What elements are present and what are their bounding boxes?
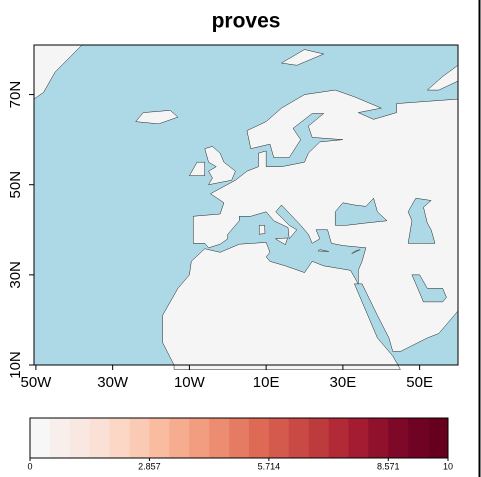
y-tick-label: 10N [7, 351, 24, 379]
sardinia [258, 225, 266, 235]
persian-gulf [411, 274, 447, 303]
britain [204, 146, 236, 186]
y-tick-label: 50N [7, 171, 24, 199]
colorbar-frame [29, 417, 449, 459]
colorbar-bin [368, 418, 389, 458]
sicily [274, 237, 288, 246]
x-tick-label: 50E [406, 374, 433, 391]
x-tick-label: 50W [20, 374, 52, 391]
x-tick-label: 30W [97, 374, 129, 391]
black-sea [334, 197, 388, 226]
map-frame [33, 44, 459, 366]
colorbar-bin [109, 418, 130, 458]
y-tick-label: 70N [7, 81, 24, 109]
colorbar-bin [388, 418, 409, 458]
cyprus [351, 249, 361, 254]
colorbar-bin [149, 418, 170, 458]
x-tick-label: 30E [330, 374, 357, 391]
colorbar-bin [69, 418, 91, 458]
x-tick-label: 10W [174, 374, 206, 391]
colorbar-bin [49, 418, 71, 458]
colorbar-bin [30, 418, 51, 458]
colorbar-bin [308, 418, 329, 458]
caspian-sea [407, 197, 436, 244]
colorbar-bin [89, 418, 110, 458]
colorbar-bin [209, 418, 230, 458]
svalbard [280, 49, 325, 66]
africa [162, 242, 401, 370]
colorbar-bin [428, 418, 449, 458]
crete [317, 249, 329, 252]
colorbar-bin [288, 418, 309, 458]
colorbar-bin [408, 418, 429, 458]
colorbar-bin [229, 418, 250, 458]
colorbar-bin [189, 418, 210, 458]
colorbar-bin [169, 418, 190, 458]
colorbar-bin [248, 418, 270, 458]
iceland [135, 110, 179, 125]
map-title: proves [212, 10, 281, 33]
colorbar-bin [328, 418, 349, 458]
x-tick-label: 10E [253, 374, 280, 391]
colorbar-tick-label: 0 [27, 461, 32, 471]
colorbar-bin [348, 418, 369, 458]
colorbar-bin [268, 418, 290, 458]
y-tick-label: 30N [7, 261, 24, 289]
colorbar-bin [129, 418, 150, 458]
colorbar-tick-label: 2.857 [138, 461, 161, 471]
colorbar-tick-label: 8.571 [377, 461, 400, 471]
colorbar-tick-label: 10 [443, 461, 453, 471]
colorbar-tick-label: 5.714 [258, 461, 281, 471]
ireland [188, 161, 206, 176]
